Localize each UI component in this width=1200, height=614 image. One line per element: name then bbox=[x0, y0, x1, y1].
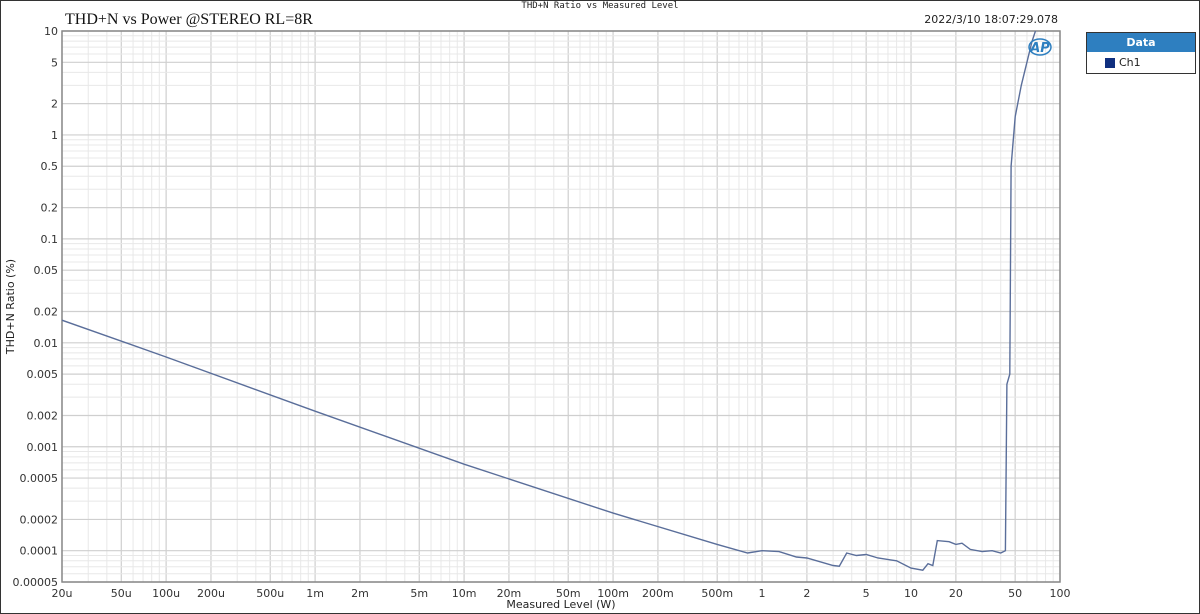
x-tick-label: 2 bbox=[803, 587, 810, 600]
y-tick-label: 5 bbox=[51, 56, 58, 69]
x-tick-label: 500m bbox=[701, 587, 733, 600]
x-tick-label: 10m bbox=[452, 587, 477, 600]
x-tick-label: 20m bbox=[497, 587, 522, 600]
x-tick-label: 20u bbox=[52, 587, 73, 600]
plot-border bbox=[61, 30, 1061, 583]
x-tick-label: 20 bbox=[949, 587, 963, 600]
x-tick-label: 200m bbox=[642, 587, 674, 600]
y-tick-label: 0.2 bbox=[41, 202, 59, 215]
y-tick-label: 0.01 bbox=[34, 337, 59, 350]
legend-swatch bbox=[1105, 57, 1115, 68]
x-tick-label: 1 bbox=[759, 587, 766, 600]
x-tick-label: 100u bbox=[152, 587, 180, 600]
x-tick-label: 200u bbox=[197, 587, 225, 600]
legend-item-ch1[interactable]: Ch1 bbox=[1087, 53, 1195, 69]
y-tick-label: 0.0001 bbox=[20, 545, 59, 558]
y-axis-label: THD+N Ratio (%) bbox=[4, 259, 17, 355]
series-ch1 bbox=[62, 31, 1037, 571]
plot-area bbox=[62, 31, 1060, 582]
x-tick-label: 1m bbox=[306, 587, 324, 600]
x-tick-label: 5 bbox=[863, 587, 870, 600]
legend-title: Data bbox=[1087, 33, 1195, 53]
legend-label: Ch1 bbox=[1119, 56, 1141, 69]
x-tick-label: 100 bbox=[1050, 587, 1071, 600]
x-tick-label: 5m bbox=[410, 587, 428, 600]
graph-title: THD+N vs Power @STEREO RL=8R bbox=[65, 11, 313, 28]
y-tick-label: 0.001 bbox=[27, 441, 59, 454]
y-tick-label: 0.005 bbox=[27, 368, 59, 381]
y-tick-label: 0.0002 bbox=[20, 513, 59, 526]
y-tick-label: 0.00005 bbox=[13, 576, 59, 589]
y-tick-label: 10 bbox=[44, 25, 58, 38]
y-tick-label: 0.002 bbox=[27, 409, 59, 422]
y-tick-label: 0.02 bbox=[34, 306, 59, 319]
x-axis-label: Measured Level (W) bbox=[506, 598, 615, 611]
y-tick-label: 0.0005 bbox=[20, 472, 59, 485]
x-tick-label: 50m bbox=[556, 587, 581, 600]
y-tick-label: 0.05 bbox=[34, 264, 59, 277]
x-tick-label: 50u bbox=[111, 587, 132, 600]
x-tick-label: 100m bbox=[597, 587, 629, 600]
series-line-ch1 bbox=[62, 31, 1037, 571]
ap-logo-ring bbox=[1028, 38, 1052, 56]
timestamp: 2022/3/10 18:07:29.078 bbox=[924, 13, 1058, 26]
x-tick-label: 500u bbox=[256, 587, 284, 600]
x-tick-label: 50 bbox=[1008, 587, 1022, 600]
ap-logo: AP bbox=[1029, 41, 1050, 56]
y-tick-label: 2 bbox=[51, 98, 58, 111]
x-tick-label: 10 bbox=[904, 587, 918, 600]
y-tick-label: 0.5 bbox=[41, 160, 59, 173]
legend: Data Ch1 bbox=[1086, 32, 1196, 74]
y-tick-label: 1 bbox=[51, 129, 58, 142]
y-tick-label: 0.1 bbox=[41, 233, 59, 246]
x-tick-label: 2m bbox=[351, 587, 369, 600]
window-title: THD+N Ratio vs Measured Level bbox=[521, 1, 679, 11]
